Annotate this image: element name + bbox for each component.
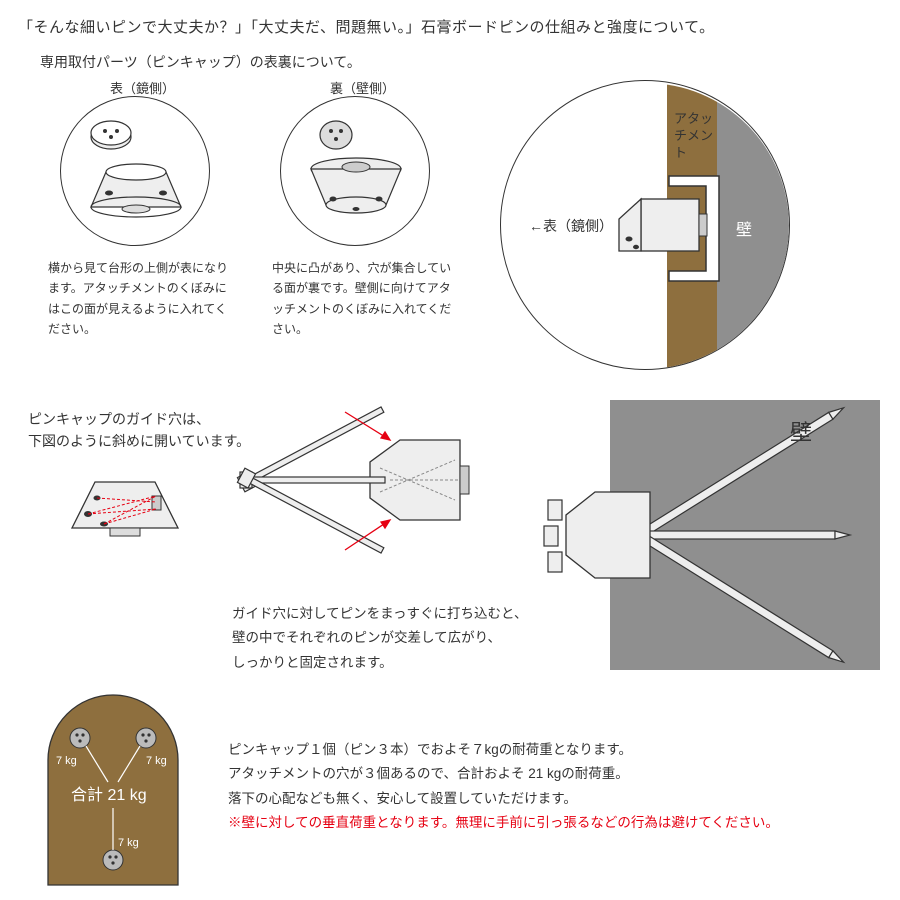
back-desc: 中央に凸があり、穴が集合している面が裏です。壁側に向けてアタッチメントのくぼみに… — [272, 258, 452, 340]
load-warning: ※壁に対しての垂直荷重となります。無理に手前に引っ張るなどの行為は避けてください… — [228, 811, 779, 835]
wall-label: 壁 — [736, 216, 752, 240]
load-bracket-diagram: 7 kg 7 kg 7 kg 合計 21 kg — [28, 690, 198, 890]
attachment-label: アタッチメント — [674, 111, 716, 162]
guide-small-diagram — [50, 462, 200, 552]
pin-insert-diagram — [230, 400, 520, 600]
svg-text:7 kg: 7 kg — [146, 755, 167, 767]
install-circle: アタッチメント 壁 ←表（鏡側） — [500, 80, 790, 370]
guide-text: ピンキャップのガイド穴は、下図のように斜めに開いています。 — [28, 408, 250, 453]
mirror-label: ←表（鏡側） — [529, 216, 613, 236]
section-caps: 表（鏡側） 横から見て台形の上側が表になります。アタッチメントのくぼみにはこの面… — [40, 80, 860, 380]
svg-text:7 kg: 7 kg — [56, 755, 77, 767]
front-circle — [60, 96, 210, 246]
subtitle: 専用取付パーツ（ピンキャップ）の表裏について。 — [40, 52, 361, 72]
back-label: 裏（壁側） — [330, 78, 395, 97]
guide-desc: ガイド穴に対してピンをまっすぐに打ち込むと、 壁の中でそれぞれのピンが交差して広… — [232, 602, 528, 675]
back-circle — [280, 96, 430, 246]
main-title: 「そんな細いピンで大丈夫か？」「大丈夫だ、問題無い。」石膏ボードピンの仕組みと強… — [18, 16, 715, 37]
wall-label-2: 壁 — [790, 420, 812, 445]
wall-spread-diagram: 壁 — [530, 400, 880, 670]
svg-text:合計 21 kg: 合計 21 kg — [71, 786, 147, 804]
front-label: 表（鏡側） — [110, 78, 175, 97]
svg-text:7 kg: 7 kg — [118, 837, 139, 849]
front-desc: 横から見て台形の上側が表になります。アタッチメントのくぼみにはこの面が見えるよう… — [48, 258, 228, 340]
section-load: 7 kg 7 kg 7 kg 合計 21 kg ピンキャップ１個（ピン３本）でお… — [28, 690, 878, 890]
section-guide: ピンキャップのガイド穴は、下図のように斜めに開いています。 — [20, 400, 880, 680]
load-desc: ピンキャップ１個（ピン３本）でおよそ７kgの耐荷重となります。 アタッチメントの… — [228, 738, 779, 835]
